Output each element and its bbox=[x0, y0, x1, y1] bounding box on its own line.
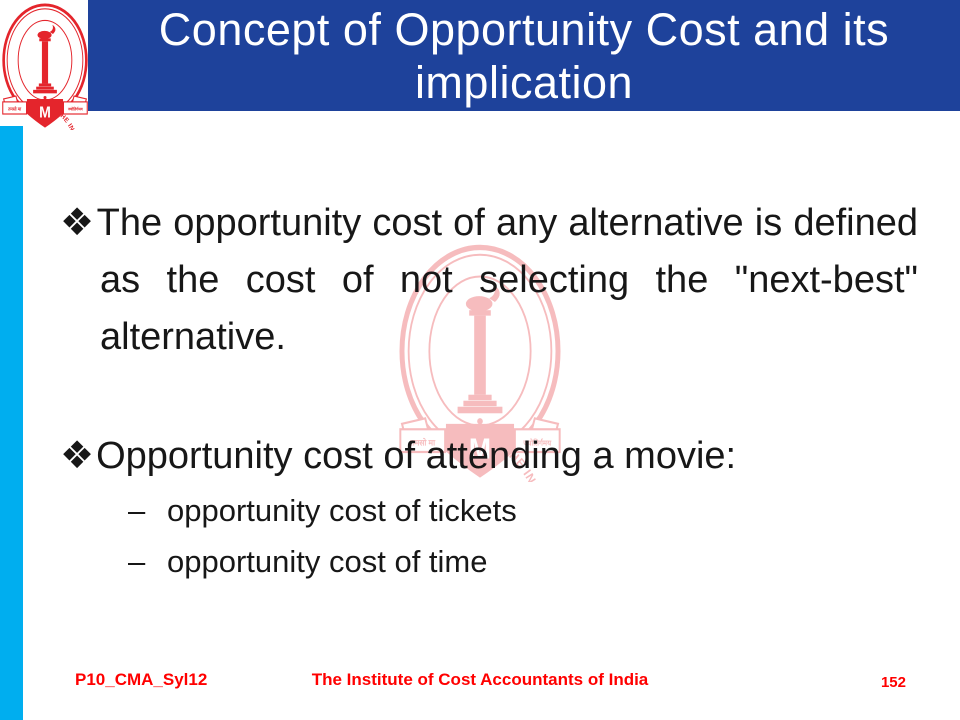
bullet-item-1: ❖The opportunity cost of any alternative… bbox=[0, 195, 918, 366]
sub-bullet-item: – opportunity cost of tickets bbox=[0, 485, 918, 536]
slide-body: ❖The opportunity cost of any alternative… bbox=[0, 195, 918, 587]
sub-bullet-text: opportunity cost of time bbox=[167, 544, 488, 579]
bullet-item-2: ❖Opportunity cost of attending a movie: bbox=[0, 428, 918, 485]
institute-logo bbox=[1, 3, 89, 130]
slide-title-line1: Concept of Opportunity Cost and its bbox=[158, 3, 890, 55]
left-accent-strip bbox=[0, 126, 23, 720]
dash-bullet-icon: – bbox=[128, 544, 146, 579]
title-bar: Concept of Opportunity Cost and its impl… bbox=[88, 0, 960, 111]
sub-bullet-text: opportunity cost of tickets bbox=[167, 493, 517, 528]
diamond-bullet-icon: ❖ bbox=[60, 202, 95, 244]
bullet-item-1-text: The opportunity cost of any alternative … bbox=[96, 202, 918, 358]
bullet-item-2-text: Opportunity cost of attending a movie: bbox=[96, 435, 737, 477]
slide-title: Concept of Opportunity Cost and its impl… bbox=[159, 3, 889, 109]
slide-footer: P10_CMA_Syl12 The Institute of Cost Acco… bbox=[0, 668, 960, 698]
footer-institute-name: The Institute of Cost Accountants of Ind… bbox=[311, 670, 649, 689]
diamond-bullet-icon: ❖ bbox=[60, 435, 95, 477]
sub-bullet-item: – opportunity cost of time bbox=[0, 536, 918, 587]
footer-course-code: P10_CMA_Syl12 bbox=[75, 670, 208, 689]
page-number: 152 bbox=[880, 674, 906, 691]
slide-title-line2: implication bbox=[414, 56, 634, 108]
dash-bullet-icon: – bbox=[128, 493, 146, 528]
